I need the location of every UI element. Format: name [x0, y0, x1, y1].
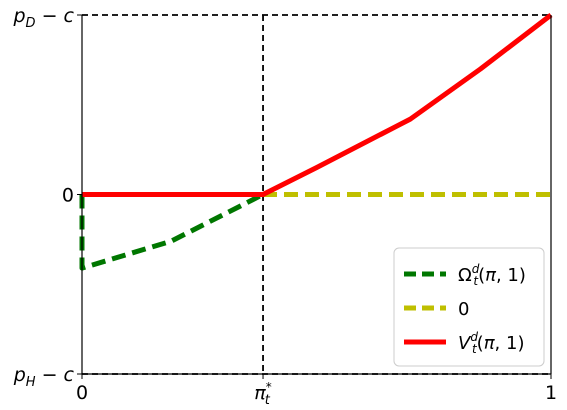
legend-label-zero: 0 — [458, 299, 469, 320]
y-tick-label-1: 0 — [62, 185, 74, 207]
series-line-omega — [79, 192, 265, 271]
legend: Ωd t(π, 1) 0 Vd t(π, 1) — [393, 247, 545, 367]
legend-box — [393, 247, 545, 367]
legend-label-omega: Ωd t(π, 1) — [458, 262, 526, 288]
y-tick-label-0: pD − c — [12, 5, 74, 31]
series-line-value — [82, 13, 553, 197]
legend-label-value: Vd t(π, 1) — [458, 330, 524, 356]
x-tick-label-1: π* t — [254, 380, 271, 408]
x-tick-label-0: 0 — [76, 382, 88, 404]
x-tick-label-2: 1 — [545, 382, 557, 404]
y-tick-label-2: pH − c — [13, 364, 75, 390]
